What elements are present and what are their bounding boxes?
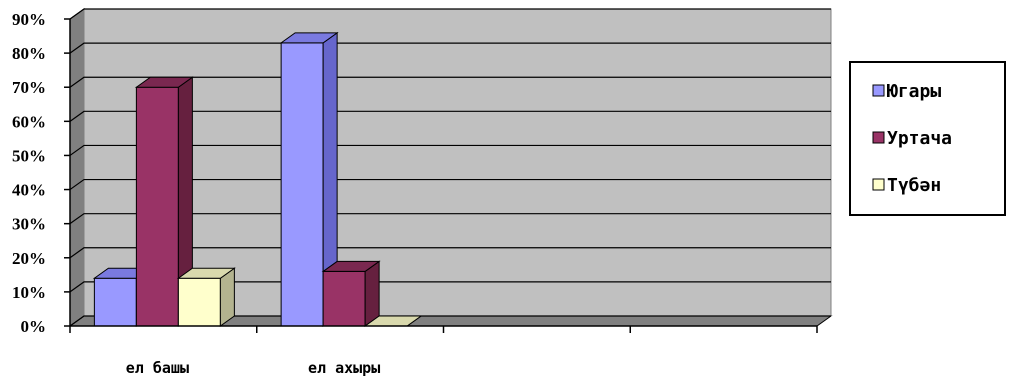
y-tick-label: 70%	[12, 78, 46, 97]
y-tick-label: 0%	[21, 317, 47, 336]
legend-label: Түбән	[887, 175, 941, 196]
chart-walls	[68, 8, 833, 327]
gridline	[69, 110, 831, 122]
legend-swatch	[872, 84, 885, 97]
legend: Югары Уртача Түбән	[849, 61, 1006, 216]
bar	[176, 267, 236, 327]
bar	[321, 260, 381, 327]
legend-items: Югары Уртача Түбән	[872, 81, 952, 196]
gridline	[69, 8, 831, 20]
bar-front	[93, 277, 137, 327]
y-tick-label: 40%	[12, 181, 46, 200]
x-category-label: ел ахыры	[308, 359, 380, 377]
x-axis-category-labels: ел башы ел ахыры	[126, 359, 380, 377]
gridline	[69, 42, 831, 54]
y-axis-tick-labels: 0% 10% 20% 30% 40% 50% 60% 70% 80% 90%	[12, 10, 46, 336]
legend-item: Түбән	[872, 175, 941, 196]
axes	[64, 18, 818, 333]
bar	[134, 76, 194, 327]
bar-front	[280, 42, 324, 327]
chart-side-wall	[69, 8, 85, 327]
gridline	[69, 281, 831, 293]
bar-top	[321, 260, 381, 272]
y-tick-label: 10%	[12, 283, 46, 302]
legend-swatch	[872, 131, 885, 144]
legend-label: Югары	[887, 81, 941, 102]
gridline	[69, 76, 831, 88]
bar-top	[279, 32, 339, 44]
gridline	[69, 144, 831, 156]
bar-top	[176, 267, 236, 279]
gridline	[69, 247, 831, 259]
y-tick-label: 30%	[12, 215, 46, 234]
gridlines	[69, 8, 831, 327]
gridline	[69, 213, 831, 225]
gridline	[69, 178, 831, 191]
x-category-label: ел башы	[126, 359, 189, 377]
bar-top	[134, 76, 194, 88]
bar-front	[135, 86, 179, 327]
legend-item: Югары	[872, 81, 941, 102]
bar-side	[364, 260, 380, 327]
gridline	[69, 315, 831, 327]
bars	[92, 31, 423, 327]
y-tick-label: 20%	[12, 249, 46, 268]
chart-back-wall	[83, 8, 832, 317]
y-tick-label: 50%	[12, 146, 46, 165]
y-tick-label: 80%	[12, 44, 46, 63]
legend-label: Уртача	[887, 128, 952, 149]
y-tick-label: 90%	[12, 10, 46, 29]
y-tick-label: 60%	[12, 112, 46, 131]
bar	[279, 31, 339, 327]
bar-front	[177, 277, 221, 327]
legend-item: Уртача	[872, 128, 952, 149]
bar-front	[322, 270, 366, 327]
legend-swatch	[872, 178, 885, 191]
